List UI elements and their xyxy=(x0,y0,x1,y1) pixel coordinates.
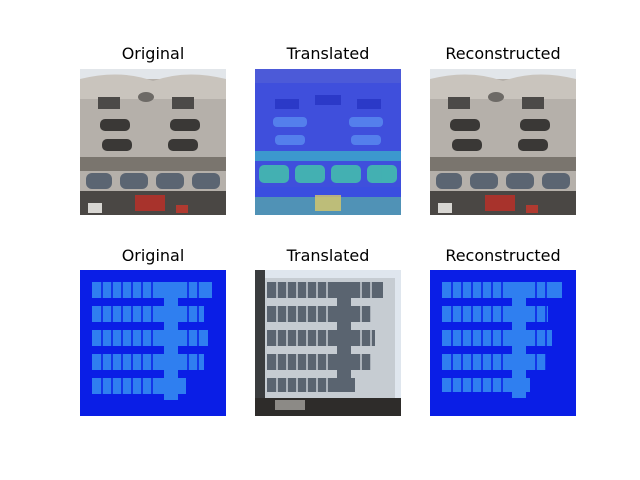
panel-title: Reconstructed xyxy=(445,246,561,265)
building-facade-photo xyxy=(80,69,226,215)
panel-title: Original xyxy=(121,246,185,265)
panel-title: Original xyxy=(121,44,185,63)
building-facade-photo xyxy=(430,69,576,215)
blue-segmentation-map xyxy=(80,270,226,416)
blue-segmentation-map xyxy=(255,69,401,215)
panel-title: Reconstructed xyxy=(445,44,561,63)
panel-title: Translated xyxy=(286,246,370,265)
grey-building-facade xyxy=(255,270,401,416)
blue-segmentation-map xyxy=(430,270,576,416)
panel-title: Translated xyxy=(286,44,370,63)
